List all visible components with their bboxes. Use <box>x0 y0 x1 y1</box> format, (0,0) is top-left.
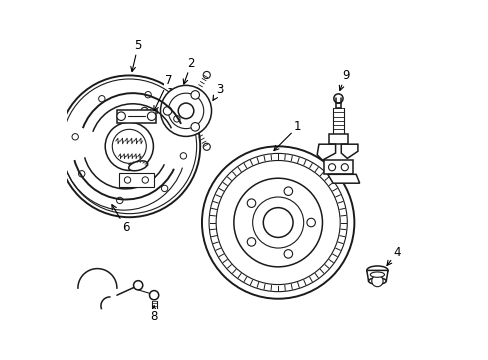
Ellipse shape <box>369 272 384 277</box>
Circle shape <box>168 93 203 129</box>
Polygon shape <box>317 144 335 160</box>
Circle shape <box>117 112 125 121</box>
Circle shape <box>252 197 303 248</box>
Ellipse shape <box>368 278 386 284</box>
Text: 2: 2 <box>183 57 195 84</box>
Circle shape <box>328 164 335 171</box>
Circle shape <box>233 178 322 267</box>
Circle shape <box>284 249 292 258</box>
Text: 8: 8 <box>150 306 158 323</box>
Circle shape <box>141 107 148 114</box>
Circle shape <box>58 76 200 217</box>
Circle shape <box>72 134 78 140</box>
Circle shape <box>203 143 210 150</box>
Circle shape <box>112 129 146 163</box>
Polygon shape <box>323 160 353 174</box>
Text: 3: 3 <box>212 83 223 100</box>
Circle shape <box>247 238 255 246</box>
Circle shape <box>216 161 340 284</box>
Circle shape <box>180 153 186 159</box>
Polygon shape <box>366 270 387 281</box>
Circle shape <box>247 199 255 207</box>
Text: 1: 1 <box>273 120 301 150</box>
Circle shape <box>209 153 346 292</box>
Text: 7: 7 <box>154 74 172 111</box>
Polygon shape <box>327 174 359 183</box>
Circle shape <box>202 146 354 299</box>
Circle shape <box>62 79 196 214</box>
Circle shape <box>178 103 193 119</box>
Circle shape <box>116 197 122 204</box>
Polygon shape <box>328 134 347 144</box>
Circle shape <box>263 208 292 238</box>
Circle shape <box>173 116 180 122</box>
Circle shape <box>306 218 315 227</box>
Polygon shape <box>341 144 357 158</box>
Text: 6: 6 <box>112 205 129 234</box>
Ellipse shape <box>366 266 387 275</box>
Circle shape <box>99 95 105 102</box>
Circle shape <box>163 107 171 115</box>
Circle shape <box>203 71 210 78</box>
Text: 5: 5 <box>130 39 142 72</box>
Polygon shape <box>119 173 154 187</box>
Circle shape <box>284 187 292 195</box>
Circle shape <box>341 164 347 171</box>
Circle shape <box>191 91 199 99</box>
Polygon shape <box>117 110 156 123</box>
Circle shape <box>333 94 343 103</box>
Circle shape <box>133 281 142 290</box>
Circle shape <box>105 122 153 170</box>
Circle shape <box>124 177 130 183</box>
Circle shape <box>161 185 167 192</box>
Circle shape <box>191 123 199 131</box>
Text: 9: 9 <box>339 69 348 90</box>
Circle shape <box>142 177 148 183</box>
Circle shape <box>371 275 382 287</box>
Circle shape <box>147 112 156 121</box>
Circle shape <box>144 91 151 98</box>
Circle shape <box>79 171 85 177</box>
Circle shape <box>149 291 159 300</box>
Ellipse shape <box>128 161 147 171</box>
Circle shape <box>160 85 211 136</box>
Text: 4: 4 <box>386 246 400 265</box>
